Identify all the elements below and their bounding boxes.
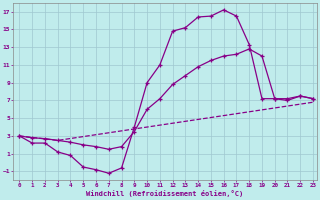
X-axis label: Windchill (Refroidissement éolien,°C): Windchill (Refroidissement éolien,°C) <box>86 190 244 197</box>
